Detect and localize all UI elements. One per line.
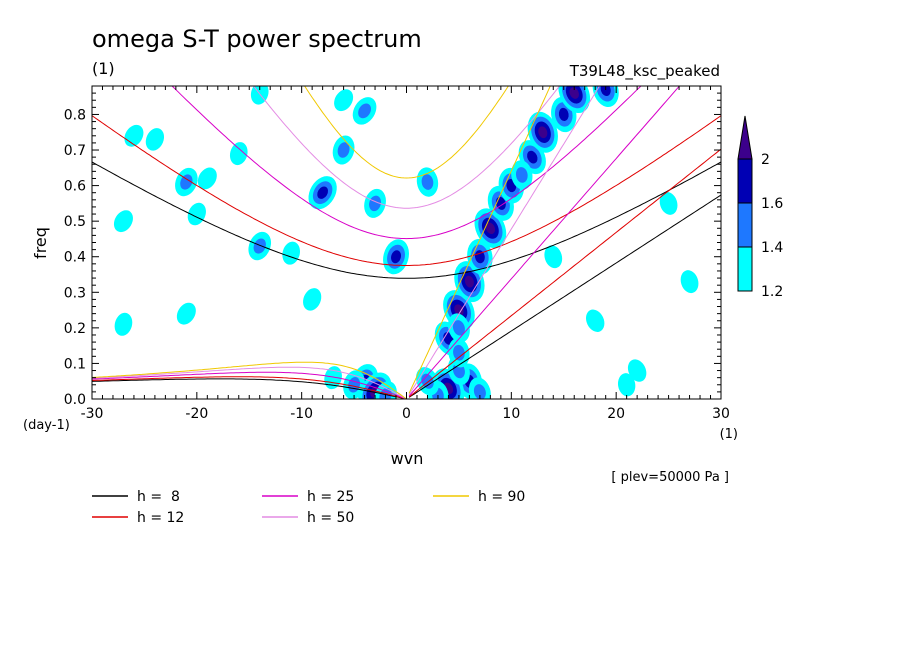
legend-label: h = 90 — [478, 489, 525, 505]
power-shading — [113, 86, 699, 399]
gravity-curve — [92, 115, 721, 266]
level-note: [ plev=50000 Pa ] — [611, 470, 729, 485]
legend-label: h = 8 — [137, 489, 180, 505]
x-axis-label: wvn — [391, 449, 424, 468]
y-axis-label: freq — [31, 227, 50, 259]
power-blob — [474, 208, 507, 249]
legend-item: h = 90 — [433, 489, 525, 505]
power-blob — [308, 176, 337, 210]
power-blob — [383, 239, 409, 275]
power-blob — [334, 89, 354, 112]
power-blob — [175, 167, 198, 197]
power-blob — [416, 167, 439, 197]
x-tick-label: 0 — [402, 406, 411, 422]
legend-item: h = 25 — [262, 489, 354, 505]
title-unit: (1) — [92, 59, 115, 78]
power-blob — [544, 245, 563, 269]
gravity-curve — [304, 86, 509, 179]
plot-frame — [91, 85, 722, 400]
gravity-curve — [252, 86, 561, 209]
power-blob — [447, 313, 470, 343]
x-tick-label: -20 — [185, 406, 208, 422]
power-blob — [352, 97, 377, 125]
power-blob — [659, 191, 678, 215]
power-blob — [303, 288, 322, 311]
y-tick-label: 0.2 — [64, 321, 86, 337]
power-blob — [527, 111, 558, 153]
power-blob — [229, 142, 248, 166]
chart-title: omega S-T power spectrum — [92, 25, 422, 53]
power-blob — [468, 377, 491, 399]
y-tick-label: 0.7 — [64, 143, 86, 159]
power-blob — [282, 241, 301, 265]
colorbar-label: 1.6 — [761, 196, 783, 212]
colorbar-label: 1.4 — [761, 240, 783, 256]
x-tick-label: -30 — [81, 406, 104, 422]
power-blob — [145, 128, 165, 151]
kelvin-curve — [408, 194, 721, 398]
colorbar-label: 2 — [761, 152, 770, 168]
power-blob — [332, 135, 355, 165]
power-blob — [467, 238, 493, 275]
kelvin-curve — [408, 86, 681, 397]
kelvin-curve — [408, 86, 601, 395]
run-label: T39L48_ksc_peaked — [569, 62, 720, 81]
power-blob — [248, 231, 272, 261]
axes — [91, 86, 722, 400]
x-tick-label: 10 — [502, 406, 520, 422]
legend: h = 8 h = 12 h = 25 h = 50 h = 90 — [92, 489, 525, 526]
rossby-curve — [92, 366, 407, 399]
legend-item: h = 12 — [92, 510, 184, 526]
power-blob — [124, 124, 144, 147]
y-tick-label: 0.6 — [64, 179, 86, 195]
x-tick-label: -10 — [290, 406, 313, 422]
legend-label: h = 50 — [307, 510, 354, 526]
power-blob — [585, 309, 605, 332]
colorbar: 1.2 1.4 1.6 2 — [737, 115, 783, 300]
power-blob — [250, 86, 269, 105]
colorbar-swatch — [737, 246, 753, 292]
power-blob — [113, 210, 133, 233]
legend-label: h = 12 — [137, 510, 184, 526]
power-blob — [617, 373, 636, 397]
legend-label: h = 25 — [307, 489, 354, 505]
y-tick-label: 0.5 — [64, 214, 86, 230]
dispersion-curves — [92, 86, 721, 399]
y-tick-label: 0.3 — [64, 285, 86, 301]
rossby-curve — [92, 371, 407, 399]
rossby-curve — [92, 361, 407, 399]
legend-item: h = 8 — [92, 489, 180, 505]
power-blob — [197, 167, 217, 190]
power-blob — [176, 302, 196, 325]
y-tick-label: 0.1 — [64, 356, 86, 372]
x-tick-label: 30 — [712, 406, 730, 422]
power-blob — [511, 160, 533, 190]
colorbar-arrow — [737, 115, 753, 160]
y-tick-label: 0.4 — [64, 250, 86, 266]
colorbar-label: 1.2 — [761, 284, 783, 300]
x-unit-label: (1) — [720, 427, 738, 442]
kelvin-curve — [408, 148, 721, 398]
y-tick-label: 0.8 — [64, 107, 86, 123]
power-blob — [364, 188, 386, 218]
gravity-curve — [92, 161, 721, 279]
rossby-curve — [92, 378, 407, 399]
power-blob — [627, 359, 647, 382]
x-tick-label: 20 — [607, 406, 625, 422]
power-blob — [324, 366, 342, 390]
y-tick-label: 0.0 — [64, 392, 86, 408]
kelvin-curve — [408, 86, 551, 394]
rossby-curve — [92, 376, 407, 399]
y-unit-label: (day-1) — [23, 418, 70, 433]
power-blob — [187, 202, 206, 226]
power-blob — [114, 312, 133, 336]
colorbar-swatch — [737, 202, 753, 248]
plot-area: -30 -20 -10 0 10 20 30 0.0 0.1 0.2 0.3 0.4 0.5 0.6 0.7… — [64, 85, 730, 422]
power-blob — [558, 86, 591, 114]
gravity-curve — [171, 86, 642, 240]
power-blob — [680, 270, 699, 294]
colorbar-swatch — [737, 158, 753, 204]
legend-item: h = 50 — [262, 510, 354, 526]
